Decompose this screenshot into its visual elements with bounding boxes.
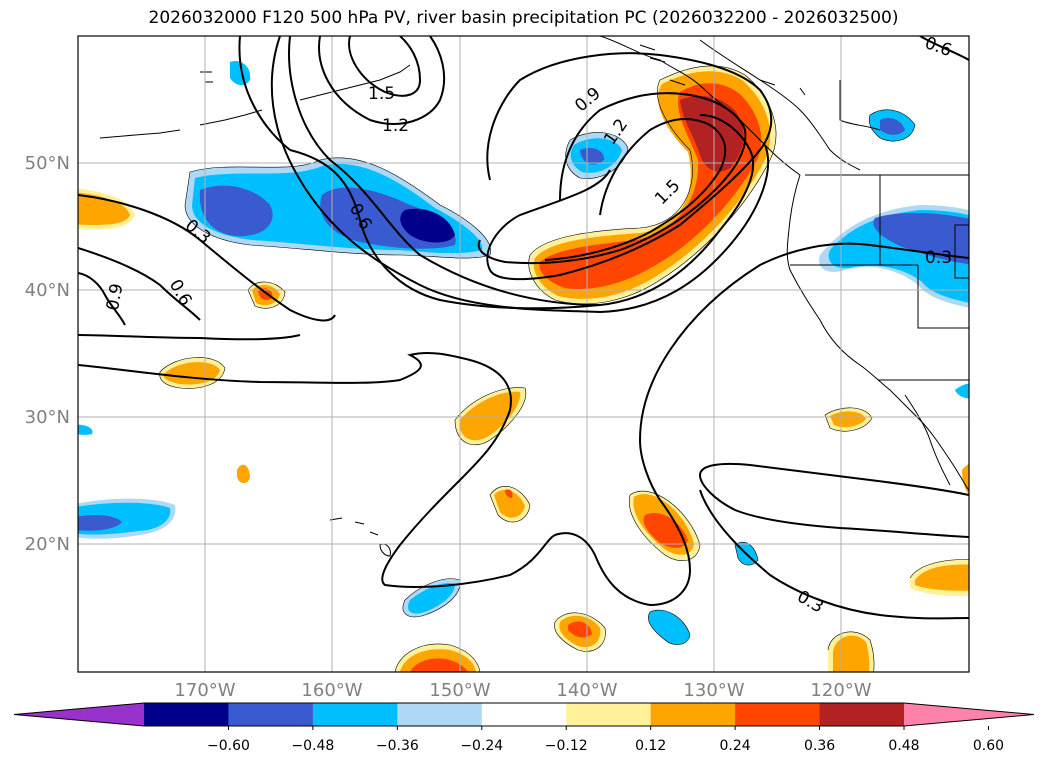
- contour-label: 1.2: [382, 116, 409, 136]
- pv-contour-1-2-ridge: [477, 92, 747, 265]
- colorbar-tick-label: −0.48: [291, 738, 334, 754]
- pv-contour-low-west-1: [78, 334, 301, 341]
- lat-label: 20°N: [25, 534, 70, 555]
- lat-label: 40°N: [25, 280, 70, 301]
- colorbar-tick-label: −0.36: [376, 738, 419, 754]
- map-frame: [77, 35, 970, 673]
- pv-contours: [78, 36, 969, 620]
- pv-contour-0-6b: [289, 149, 601, 310]
- colorbar-outline: [13, 702, 1035, 727]
- colorbar-tick-label: 0.36: [804, 738, 835, 754]
- colorbar-tick-label: 0.48: [888, 738, 919, 754]
- contour-label: 0.3: [925, 248, 952, 268]
- gridlines: [78, 36, 969, 672]
- colorbar-segment: [481, 703, 567, 726]
- contour-label: 1.5: [368, 84, 395, 104]
- lon-label: 140°W: [556, 680, 617, 701]
- colorbar-tick-label: 0.60: [973, 738, 1004, 754]
- colorbar-tick-label: −0.60: [207, 738, 250, 754]
- lon-label: 130°W: [683, 680, 744, 701]
- lon-label: 120°W: [810, 680, 871, 701]
- pv-contour-0-3-main: [78, 242, 969, 607]
- lat-label: 50°N: [25, 153, 70, 174]
- pv-contour-0-9-ridge: [486, 52, 773, 281]
- colorbar-segment: [566, 703, 652, 726]
- longitude-labels: 170°W 160°W 150°W 140°W 130°W 120°W: [174, 680, 871, 701]
- coastlines: [99, 36, 969, 557]
- colorbar-segment: [819, 703, 905, 726]
- pv-contour-0-9-west: [78, 272, 126, 326]
- pv-contour-1-2-nw: [318, 36, 446, 125]
- colorbar-segment: [650, 703, 736, 726]
- pv-contour-0-3-se2: [699, 489, 969, 620]
- colorbar-tick-label: −0.12: [545, 738, 588, 754]
- lon-label: 170°W: [174, 680, 235, 701]
- lat-label: 30°N: [25, 407, 70, 428]
- contour-label: 0.9: [103, 282, 127, 312]
- pv-contour-0-3-west: [78, 194, 336, 322]
- colorbar-extend-high: [904, 703, 1034, 726]
- pv-contour-0-3-se: [698, 462, 969, 538]
- pv-contour-upper-trough: [288, 36, 755, 307]
- colorbar-segment: [397, 703, 483, 726]
- figure-title: 2026032000 F120 500 hPa PV, river basin …: [148, 8, 899, 28]
- colorbar-segment: [735, 703, 821, 726]
- colorbar-segment: [144, 703, 229, 726]
- pv-contour-1-5-nw: [348, 36, 422, 97]
- lon-label: 160°W: [301, 680, 362, 701]
- colorbar-tick-label: 0.12: [635, 738, 666, 754]
- colorbar-segment: [312, 703, 398, 726]
- colorbar: −0.60 −0.48 −0.36 −0.24 −0.12 0.12 0.24 0.36 0.4…: [13, 702, 1035, 754]
- colorbar-tick-label: 0.24: [720, 738, 751, 754]
- colorbar-tick-label: −0.24: [460, 738, 503, 754]
- colorbar-extend-low: [14, 703, 144, 726]
- shading-outlines: [159, 65, 969, 672]
- map-area: 1.5 1.2 0.9 1.2 1.5 0.6 0.3 0.6 0.9 0.3 …: [78, 36, 969, 672]
- pv-contour-0-6-ne: [919, 36, 969, 61]
- pv-contour-outer-1: [270, 36, 770, 314]
- lon-label: 150°W: [429, 680, 490, 701]
- pv-contour-1-5-ridge: [544, 118, 727, 261]
- negative-anomaly-shading: [78, 60, 969, 645]
- colorbar-segment: [228, 703, 314, 726]
- pv-contour-0-6-west: [78, 247, 201, 321]
- latitude-labels: 50°N 40°N 30°N 20°N: [25, 153, 70, 555]
- pv-contour-0-6: [238, 36, 291, 151]
